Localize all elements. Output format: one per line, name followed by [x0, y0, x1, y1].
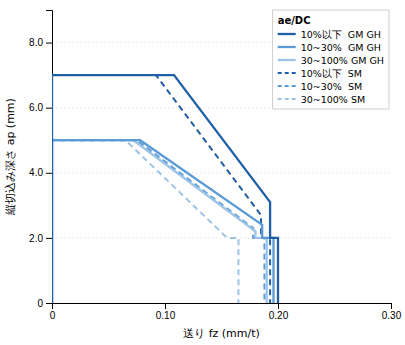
- tick-label: 2.0: [29, 233, 43, 244]
- grid-line: [52, 237, 391, 238]
- legend-label: 10~30% GM GH: [301, 42, 381, 53]
- y-axis-title: 縦切込み深さ ap (mm): [4, 98, 17, 216]
- legend-label: 10%以下 GM GH: [301, 29, 381, 40]
- tick-mark: [46, 43, 52, 44]
- axis-line: [53, 304, 392, 310]
- tick: 4.0: [29, 167, 52, 178]
- tick: 0: [37, 298, 52, 309]
- tick-mark: [165, 303, 166, 309]
- tick: 2.0: [29, 233, 52, 244]
- tick-mark: [46, 173, 52, 174]
- tick-label: 6.0: [29, 102, 43, 113]
- tick-label: 8.0: [29, 37, 43, 48]
- tick-label: 0.30: [382, 310, 402, 321]
- tick: 8.0: [29, 37, 52, 48]
- grid: [52, 43, 391, 303]
- legend-label: 10~30% SM: [301, 81, 362, 92]
- tick-label: 4.0: [29, 167, 43, 178]
- legend: ae/DC 10%以下 GM GH 10~30% GM GH 30~100% GM G…: [273, 10, 389, 109]
- plot: 0 0.10 0.20 0.30 0 2.0 4.0 6.0 8.0 ae/DC 10%以下 GM …: [29, 10, 402, 321]
- series-line: [52, 140, 273, 303]
- tick-mark: [46, 303, 52, 304]
- legend-swatch: [278, 46, 296, 48]
- tick-label: 0.10: [156, 310, 176, 321]
- legend-swatch: [278, 33, 296, 35]
- tick: 6.0: [29, 102, 52, 113]
- legend-swatch: [278, 98, 296, 100]
- tick-mark: [46, 238, 52, 239]
- tick: 0: [50, 303, 56, 321]
- series-line: [52, 75, 278, 303]
- y-axis: 0 2.0 4.0 6.0 8.0: [29, 11, 52, 309]
- tick: 0.30: [382, 303, 402, 321]
- tick-label: 0: [50, 310, 56, 321]
- series-line: [52, 75, 270, 303]
- x-axis: 0 0.10 0.20 0.30: [50, 303, 402, 321]
- x-axis-title: 送り fz (mm/t): [183, 327, 260, 340]
- legend-swatch: [278, 59, 296, 61]
- tick-mark: [391, 303, 392, 309]
- legend-label: 10%以下 SM: [301, 68, 362, 79]
- lines: [52, 75, 278, 303]
- legend-swatch: [278, 85, 296, 87]
- tick-mark: [278, 303, 279, 309]
- legend-label: 30~100% SM: [301, 94, 365, 105]
- tick: 0.20: [269, 303, 289, 321]
- series-line: [52, 140, 238, 303]
- chart: 0 0.10 0.20 0.30 0 2.0 4.0 6.0 8.0 ae/DC 10%以下 GM …: [0, 0, 405, 345]
- legend-swatch: [278, 72, 296, 74]
- axis-line: [46, 11, 53, 304]
- tick-label: 0.20: [269, 310, 289, 321]
- legend-title: ae/DC: [278, 15, 311, 26]
- tick-mark: [46, 108, 52, 109]
- tick: 0.10: [156, 303, 176, 321]
- series-line: [52, 140, 264, 303]
- legend-box: [273, 10, 389, 109]
- grid-line: [52, 172, 391, 173]
- series-line: [52, 140, 267, 303]
- tick-label: 0: [37, 298, 43, 309]
- legend-label: 30~100% GM GH: [301, 55, 384, 66]
